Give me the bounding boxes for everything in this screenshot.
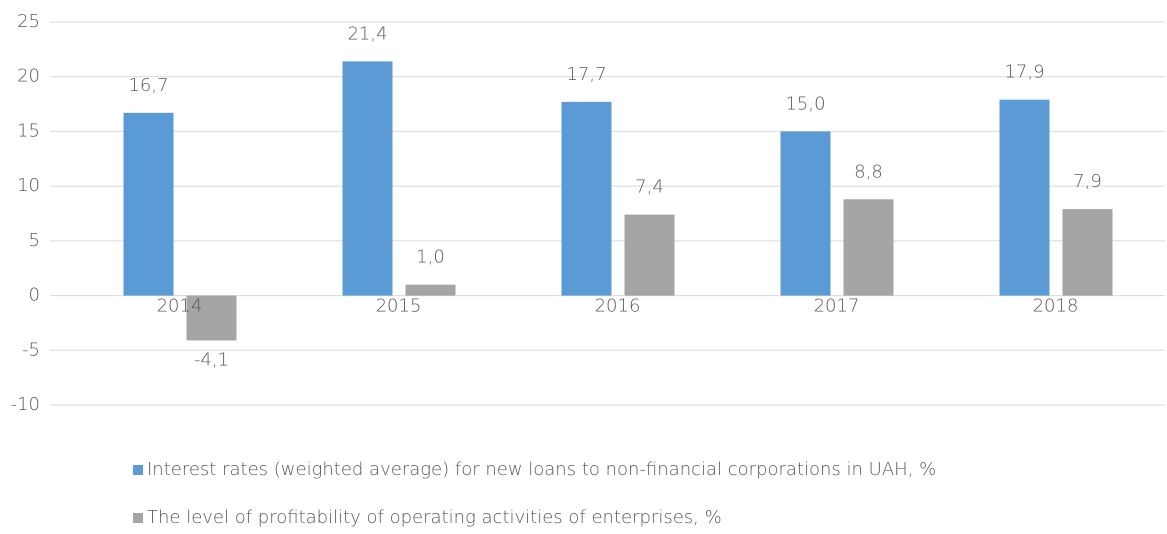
bar [123, 112, 174, 296]
bar [1062, 209, 1113, 296]
bar [999, 99, 1050, 296]
data-label: 21,4 [347, 23, 387, 44]
x-tick-label: 2017 [814, 296, 860, 317]
data-label: 7,4 [635, 177, 664, 198]
x-tick-label: 2014 [157, 296, 203, 317]
legend-swatch [133, 465, 143, 475]
bar [405, 284, 456, 296]
y-tick-label: 25 [17, 11, 40, 32]
y-tick-label: 15 [17, 120, 40, 141]
x-tick-label: 2015 [376, 296, 422, 317]
data-label: 16,7 [128, 75, 168, 96]
data-label: 8,8 [854, 161, 883, 182]
bar [624, 214, 675, 296]
y-tick-label: 0 [29, 285, 40, 306]
bar [342, 61, 393, 296]
bar [843, 199, 894, 296]
data-label: 17,7 [566, 64, 606, 85]
data-label: 17,9 [1004, 62, 1044, 83]
y-tick-label: -10 [11, 394, 40, 415]
legend-label: The level of profitability of operating … [147, 507, 722, 528]
data-label: 1,0 [416, 247, 445, 268]
y-tick-label: 5 [29, 230, 40, 251]
y-tick-label: -5 [22, 339, 40, 360]
bar [780, 131, 831, 296]
data-label: 7,9 [1073, 171, 1102, 192]
bar [561, 101, 612, 296]
data-label: -4,1 [194, 349, 229, 370]
legend-swatch [133, 513, 143, 523]
bar [186, 295, 237, 341]
data-label: 15,0 [785, 93, 825, 114]
y-tick-label: 10 [17, 175, 40, 196]
y-tick-label: 20 [17, 66, 40, 87]
legend-label: Interest rates (weighted average) for ne… [147, 459, 936, 480]
x-tick-label: 2018 [1033, 296, 1079, 317]
x-tick-label: 2016 [595, 296, 641, 317]
